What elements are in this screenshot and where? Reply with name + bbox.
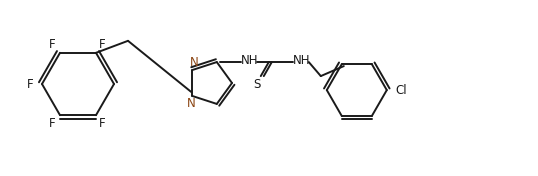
Text: F: F bbox=[98, 117, 105, 130]
Text: S: S bbox=[253, 78, 260, 91]
Text: F: F bbox=[48, 117, 55, 130]
Text: NH: NH bbox=[293, 54, 310, 67]
Text: F: F bbox=[48, 38, 55, 51]
Text: N: N bbox=[187, 98, 196, 110]
Text: F: F bbox=[27, 77, 33, 90]
Text: N: N bbox=[190, 56, 199, 69]
Text: Cl: Cl bbox=[395, 84, 407, 97]
Text: NH: NH bbox=[241, 54, 259, 67]
Text: F: F bbox=[98, 38, 105, 51]
